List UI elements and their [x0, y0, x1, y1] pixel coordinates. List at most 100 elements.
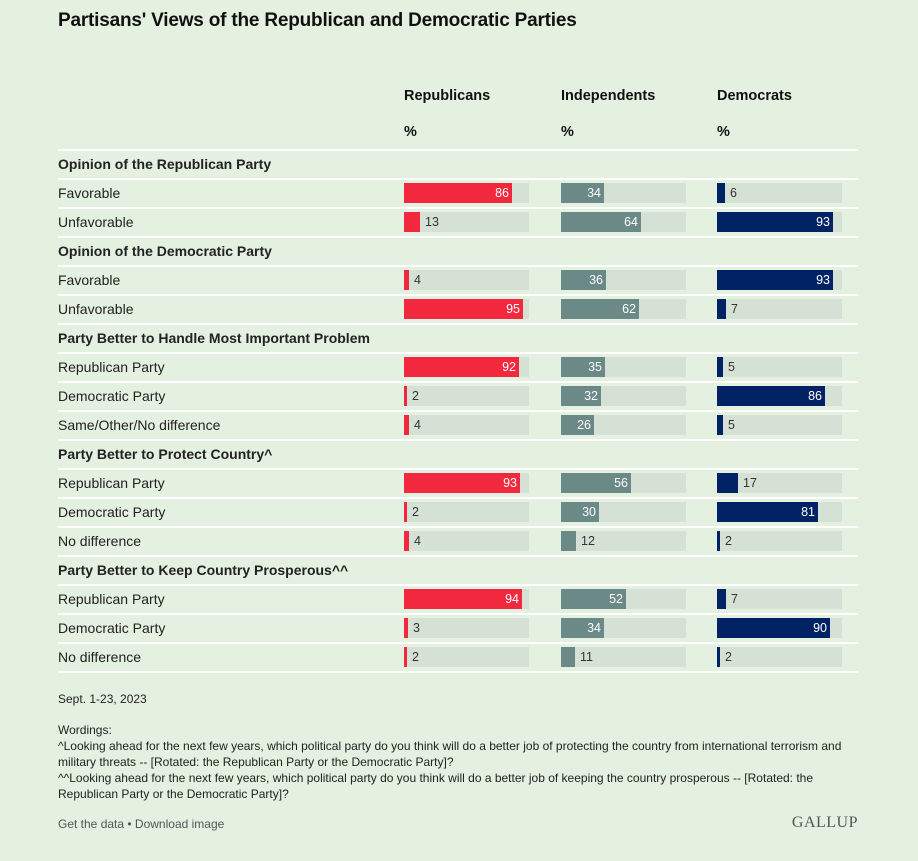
bar-republicans: [404, 299, 523, 319]
bar-track-independents: 32: [561, 386, 686, 406]
bar-republicans: [404, 531, 409, 551]
row-label: Favorable: [58, 272, 121, 288]
bar-democrats: [717, 212, 833, 232]
bar-value-label: 56: [614, 476, 628, 490]
bar-track-republicans: 4: [404, 415, 529, 435]
bar-track-democrats: 17: [717, 473, 842, 493]
bar-track-republicans: 4: [404, 531, 529, 551]
bar-independents: [561, 415, 594, 435]
get-data-link[interactable]: Get the data: [58, 817, 125, 831]
data-row: Favorable 86 34 6: [58, 180, 858, 207]
bar-value-label: 13: [425, 215, 439, 229]
bar-value-label: 30: [582, 505, 596, 519]
row-divider: [58, 381, 858, 383]
column-header-democrats: Democrats: [717, 88, 792, 104]
bar-value-label: 4: [414, 534, 421, 548]
bar-value-label: 2: [725, 650, 732, 664]
bar-track-independents: 26: [561, 415, 686, 435]
row-label: Republican Party: [58, 591, 165, 607]
data-row: Republican Party 92 35 5: [58, 354, 858, 381]
bar-track-democrats: 93: [717, 212, 842, 232]
wordings: Wordings: ^Looking ahead for the next fe…: [58, 722, 858, 802]
bar-value-label: 93: [503, 476, 517, 490]
section-heading: Opinion of the Republican Party: [58, 156, 272, 172]
row-divider: [58, 352, 858, 354]
bar-democrats: [717, 299, 726, 319]
bar-republicans: [404, 183, 512, 203]
bar-track-republicans: 13: [404, 212, 529, 232]
row-divider: [58, 555, 858, 557]
bar-democrats: [717, 647, 720, 667]
bar-value-label: 34: [587, 186, 601, 200]
row-divider: [58, 671, 858, 673]
bar-track-democrats: 5: [717, 415, 842, 435]
section-heading-row: Party Better to Keep Country Prosperous^…: [58, 557, 858, 584]
bar-value-label: 2: [412, 650, 419, 664]
row-divider: [58, 526, 858, 528]
bar-track-democrats: 7: [717, 299, 842, 319]
bar-independents: [561, 531, 576, 551]
bar-track-republicans: 4: [404, 270, 529, 290]
row-label: Republican Party: [58, 475, 165, 491]
bar-independents: [561, 473, 631, 493]
chart-title: Partisans' Views of the Republican and D…: [58, 10, 577, 31]
row-divider: [58, 265, 858, 267]
bar-democrats: [717, 589, 726, 609]
bar-value-label: 90: [813, 621, 827, 635]
row-divider: [58, 178, 858, 180]
bar-value-label: 2: [412, 505, 419, 519]
bar-track-independents: 12: [561, 531, 686, 551]
bar-democrats: [717, 183, 725, 203]
bar-track-independents: 34: [561, 183, 686, 203]
bar-track-republicans: 86: [404, 183, 529, 203]
bar-track-independents: 34: [561, 618, 686, 638]
bar-democrats: [717, 415, 723, 435]
bar-independents: [561, 299, 639, 319]
bar-democrats: [717, 618, 830, 638]
section-heading-row: Opinion of the Democratic Party: [58, 238, 858, 265]
bar-track-republicans: 2: [404, 647, 529, 667]
bar-independents: [561, 386, 601, 406]
bar-value-label: 94: [505, 592, 519, 606]
bar-democrats: [717, 473, 738, 493]
section-heading-row: Party Better to Handle Most Important Pr…: [58, 325, 858, 352]
section-heading: Opinion of the Democratic Party: [58, 243, 272, 259]
bar-track-democrats: 7: [717, 589, 842, 609]
bar-republicans: [404, 270, 409, 290]
bar-value-label: 6: [730, 186, 737, 200]
bar-independents: [561, 357, 605, 377]
bar-value-label: 4: [414, 273, 421, 287]
bar-value-label: 93: [816, 273, 830, 287]
bar-track-independents: 35: [561, 357, 686, 377]
data-row: Same/Other/No difference 4 26 5: [58, 412, 858, 439]
download-image-link[interactable]: Download image: [134, 817, 225, 831]
bar-value-label: 3: [413, 621, 420, 635]
bar-track-independents: 11: [561, 647, 686, 667]
bar-independents: [561, 502, 599, 522]
bar-value-label: 86: [808, 389, 822, 403]
bar-independents: [561, 647, 575, 667]
column-unit-democrats: %: [717, 124, 730, 140]
data-row: Unfavorable 13 64 93: [58, 209, 858, 236]
bar-republicans: [404, 386, 407, 406]
bar-republicans: [404, 357, 519, 377]
bar-value-label: 11: [580, 650, 593, 664]
bar-independents: [561, 183, 604, 203]
bar-track-independents: 30: [561, 502, 686, 522]
row-label: Unfavorable: [58, 301, 134, 317]
row-divider: [58, 149, 858, 151]
row-label: Democratic Party: [58, 504, 166, 520]
bar-value-label: 34: [587, 621, 601, 635]
wording-keep-prosperous: ^^Looking ahead for the next few years, …: [58, 771, 814, 801]
bar-democrats: [717, 531, 720, 551]
bar-republicans: [404, 473, 520, 493]
bar-track-democrats: 2: [717, 647, 842, 667]
row-label: Democratic Party: [58, 388, 166, 404]
row-label: Republican Party: [58, 359, 165, 375]
bar-value-label: 17: [743, 476, 757, 490]
column-unit-independents: %: [561, 124, 574, 140]
data-row: No difference 4 12 2: [58, 528, 858, 555]
wordings-title: Wordings:: [58, 723, 112, 737]
bar-independents: [561, 212, 641, 232]
bar-value-label: 81: [801, 505, 815, 519]
